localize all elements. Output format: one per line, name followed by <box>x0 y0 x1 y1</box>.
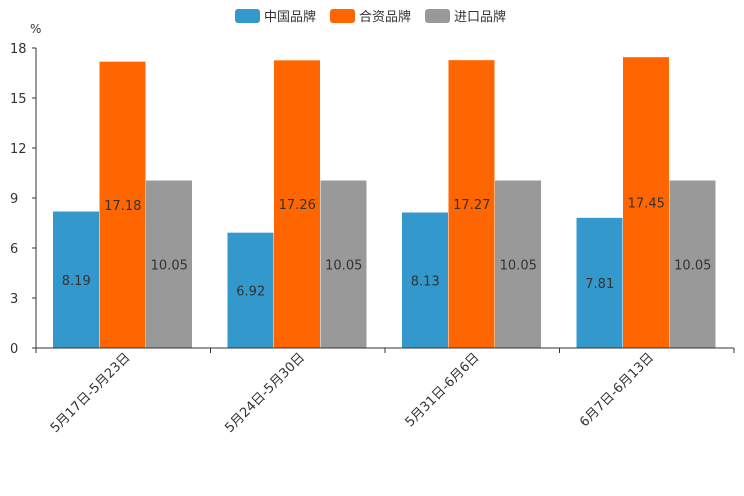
bar-2-1[interactable] <box>320 180 367 349</box>
data-label-0-2: 8.13 <box>411 274 440 289</box>
y-tick-label-0: 0 <box>10 342 18 357</box>
legend-label-1[interactable]: 合资品牌 <box>359 9 411 25</box>
y-axis: 0 3 6 9 12 15 18 <box>10 42 37 357</box>
legend-swatch-0[interactable] <box>235 9 260 23</box>
y-axis-unit-label: % <box>30 22 41 36</box>
bar-1-1[interactable] <box>274 60 320 348</box>
bar-2-2[interactable] <box>495 180 541 349</box>
bar-2-3[interactable] <box>669 180 716 349</box>
bar-1-3[interactable] <box>623 57 669 349</box>
y-tick-label-1: 3 <box>10 292 18 307</box>
data-label-1-3: 17.45 <box>628 197 665 212</box>
bar-2-0[interactable] <box>146 180 192 349</box>
y-tick-label-5: 15 <box>10 92 27 107</box>
y-tick-label-2: 6 <box>10 242 18 257</box>
x-category-label-3: 6月7日-6月13日 <box>577 350 657 430</box>
data-label-1-2: 17.27 <box>453 198 490 213</box>
data-label-1-1: 17.26 <box>279 198 316 213</box>
bar-1-0[interactable] <box>99 61 146 349</box>
x-category-label-1: 5月24日-5月30日 <box>222 350 308 436</box>
y-tick-label-6: 18 <box>10 42 27 57</box>
legend-label-2[interactable]: 进口品牌 <box>454 9 506 25</box>
data-label-2-1: 10.05 <box>325 258 362 273</box>
data-label-1-0: 17.18 <box>104 199 141 214</box>
bar-0-1[interactable] <box>227 232 274 348</box>
legend-swatch-1[interactable] <box>330 9 355 23</box>
bar-1-2[interactable] <box>448 60 495 349</box>
x-category-label-2: 5月31日-6月6日 <box>403 350 483 430</box>
data-label-0-0: 8.19 <box>62 274 91 289</box>
bar-0-0[interactable] <box>53 211 99 349</box>
data-label-0-1: 6.92 <box>236 284 265 299</box>
data-label-0-3: 7.81 <box>585 277 614 292</box>
bar-0-3[interactable] <box>576 217 623 348</box>
bars: 8.19 17.18 10.05 6.92 17.26 10.05 8.13 17.27 10.… <box>53 57 716 349</box>
legend-label-0[interactable]: 中国品牌 <box>264 9 316 25</box>
bar-0-2[interactable] <box>402 212 448 349</box>
data-label-2-2: 10.05 <box>500 258 537 273</box>
y-tick-label-4: 12 <box>10 142 27 157</box>
data-label-2-3: 10.05 <box>674 258 711 273</box>
x-category-label-0: 5月17日-5月23日 <box>48 350 134 436</box>
y-tick-label-3: 9 <box>10 192 18 207</box>
data-label-2-0: 10.05 <box>151 258 188 273</box>
legend: 中国品牌 合资品牌 进口品牌 <box>235 9 506 25</box>
legend-swatch-2[interactable] <box>425 9 450 23</box>
x-axis: 5月17日-5月23日 5月24日-5月30日 5月31日-6月6日 6月7日-6月1… <box>35 347 735 436</box>
